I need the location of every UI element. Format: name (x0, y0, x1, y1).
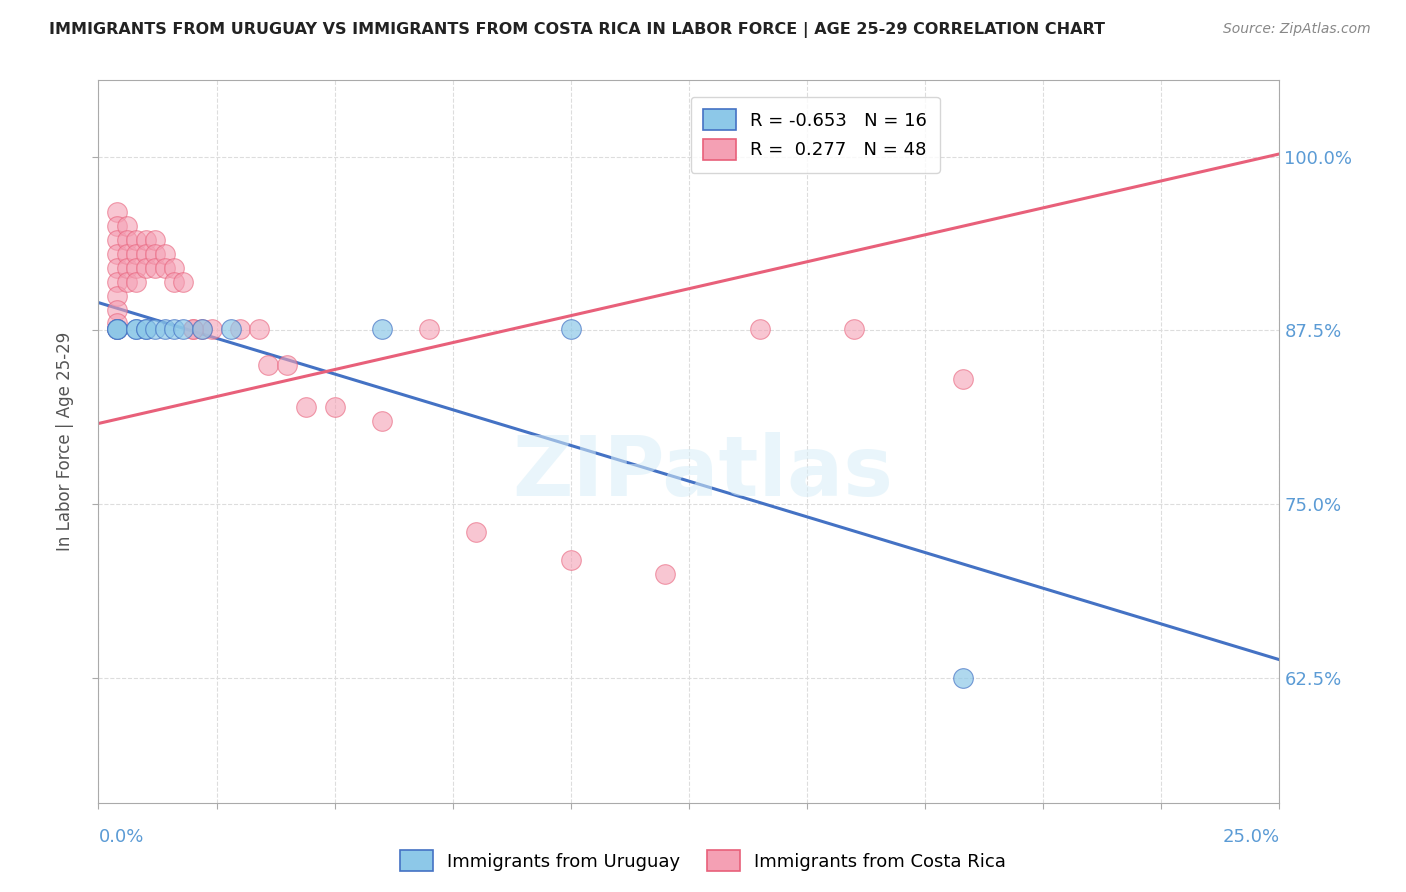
Point (125, 322, 148, 336)
Point (247, 322, 270, 336)
Point (371, 322, 394, 336)
Point (135, 247, 157, 261)
Point (163, 322, 186, 336)
Text: ZIPatlas: ZIPatlas (513, 433, 893, 513)
Point (135, 233, 157, 247)
Text: 25.0%: 25.0% (1222, 828, 1279, 846)
Point (153, 322, 176, 336)
Point (105, 317, 128, 331)
Text: IMMIGRANTS FROM URUGUAY VS IMMIGRANTS FROM COSTA RICA IN LABOR FORCE | AGE 25-29: IMMIGRANTS FROM URUGUAY VS IMMIGRANTS FR… (49, 22, 1105, 38)
Point (163, 260, 186, 275)
Point (181, 322, 204, 336)
Point (172, 322, 194, 336)
Point (135, 322, 157, 336)
Point (143, 260, 166, 275)
Point (105, 302, 128, 317)
Point (181, 322, 204, 336)
Point (125, 247, 148, 261)
Point (105, 275, 128, 289)
Point (125, 260, 148, 275)
Point (125, 275, 148, 289)
Point (276, 358, 298, 372)
Point (125, 322, 148, 336)
Point (105, 322, 128, 336)
Point (105, 247, 128, 261)
Point (115, 275, 138, 289)
Point (115, 233, 138, 247)
Point (105, 322, 128, 336)
Point (748, 322, 770, 336)
Text: Source: ZipAtlas.com: Source: ZipAtlas.com (1223, 22, 1371, 37)
Point (105, 205, 128, 219)
Point (371, 414, 394, 428)
Point (115, 260, 138, 275)
Point (105, 322, 128, 336)
Point (201, 322, 224, 336)
Point (191, 322, 214, 336)
Point (105, 288, 128, 302)
Point (115, 247, 138, 261)
Point (105, 233, 128, 247)
Legend: Immigrants from Uruguay, Immigrants from Costa Rica: Immigrants from Uruguay, Immigrants from… (392, 843, 1014, 879)
Point (229, 322, 252, 336)
Point (418, 322, 440, 336)
Point (163, 275, 186, 289)
Point (143, 247, 166, 261)
Point (219, 322, 242, 336)
Point (153, 260, 176, 275)
Point (105, 322, 128, 336)
Point (135, 322, 157, 336)
Point (153, 247, 176, 261)
Point (115, 219, 138, 234)
Point (135, 260, 157, 275)
Point (143, 322, 166, 336)
Point (560, 552, 582, 566)
Point (172, 275, 194, 289)
Point (191, 322, 214, 336)
Point (952, 372, 974, 386)
Point (105, 260, 128, 275)
Point (560, 322, 582, 336)
Point (105, 219, 128, 234)
Legend: R = -0.653   N = 16, R =  0.277   N = 48: R = -0.653 N = 16, R = 0.277 N = 48 (690, 96, 939, 172)
Point (295, 400, 318, 414)
Point (143, 233, 166, 247)
Point (257, 358, 280, 372)
Point (323, 400, 346, 414)
Y-axis label: In Labor Force | Age 25-29: In Labor Force | Age 25-29 (56, 332, 75, 551)
Point (952, 671, 974, 685)
Text: 0.0%: 0.0% (98, 828, 143, 846)
Point (654, 566, 676, 581)
Point (125, 233, 148, 247)
Point (844, 322, 866, 336)
Point (465, 524, 488, 539)
